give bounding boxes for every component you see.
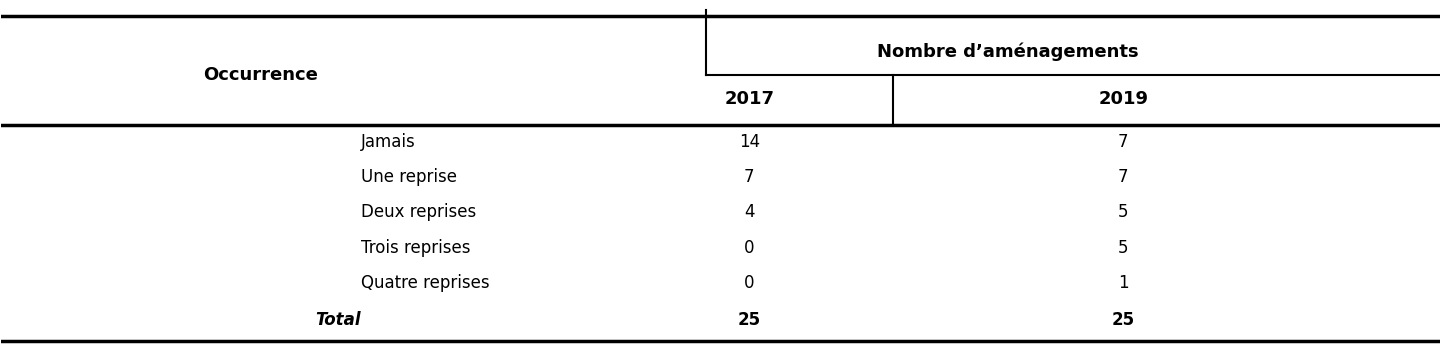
Text: Total: Total — [316, 311, 360, 329]
Text: 25: 25 — [738, 311, 761, 329]
Text: 1: 1 — [1118, 274, 1128, 292]
Text: 5: 5 — [1118, 239, 1128, 257]
Text: 7: 7 — [1118, 168, 1128, 186]
Text: Jamais: Jamais — [360, 133, 415, 151]
Text: 5: 5 — [1118, 203, 1128, 221]
Text: Occurrence: Occurrence — [203, 66, 317, 84]
Text: Une reprise: Une reprise — [360, 168, 457, 186]
Text: 0: 0 — [744, 239, 755, 257]
Text: 7: 7 — [744, 168, 755, 186]
Text: 0: 0 — [744, 274, 755, 292]
Text: Trois reprises: Trois reprises — [360, 239, 470, 257]
Text: 25: 25 — [1111, 311, 1134, 329]
Text: 2017: 2017 — [725, 90, 774, 108]
Text: 7: 7 — [1118, 133, 1128, 151]
Text: Deux reprises: Deux reprises — [360, 203, 476, 221]
Text: 4: 4 — [744, 203, 755, 221]
Text: Nombre d’aménagements: Nombre d’aménagements — [878, 42, 1138, 61]
Text: 14: 14 — [739, 133, 759, 151]
Text: 2019: 2019 — [1098, 90, 1148, 108]
Text: Quatre reprises: Quatre reprises — [360, 274, 490, 292]
